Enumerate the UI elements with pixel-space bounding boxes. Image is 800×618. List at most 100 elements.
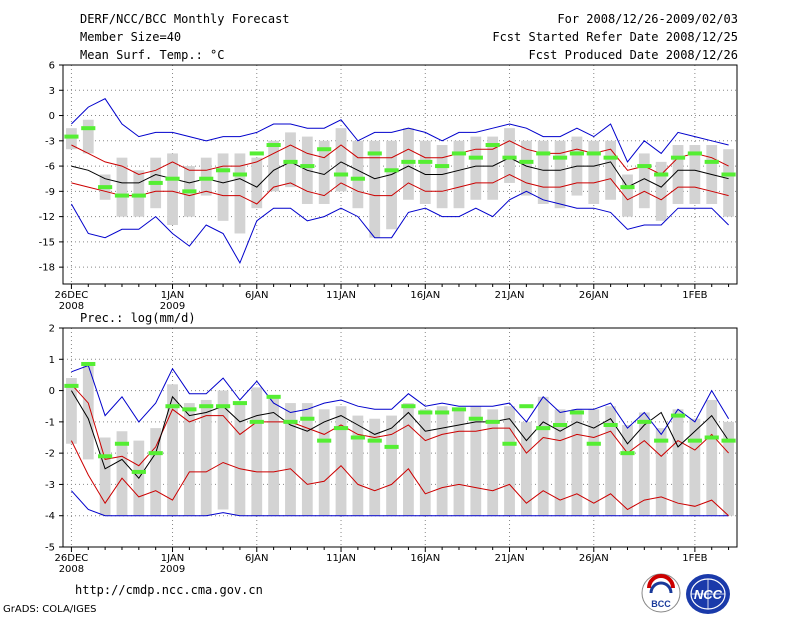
panel2-box-38 — [689, 418, 701, 516]
panel1-box-21 — [403, 128, 414, 200]
panel1-xtick-label-3: 11JAN — [326, 290, 356, 301]
panel1-xtick-label-5: 21JAN — [495, 290, 525, 301]
panel1-box-34 — [622, 174, 633, 217]
source-url[interactable]: http://cmdp.ncc.cma.gov.cn — [75, 583, 263, 597]
ncc-logo-text: NCC — [694, 587, 723, 602]
panel1-box-19 — [369, 140, 381, 238]
panel1-box-16 — [318, 140, 330, 204]
panel1-box-14 — [285, 132, 296, 188]
panel2-median-9 — [199, 404, 214, 409]
panel2-box-16 — [318, 409, 330, 516]
panel2-median-13 — [266, 394, 281, 399]
panel2-box-11 — [234, 403, 246, 516]
panel1-box-36 — [655, 161, 667, 221]
precip-title: Prec.: log(mm/d) — [80, 311, 196, 325]
panel2-box-2 — [82, 362, 94, 460]
panel1-box-22 — [419, 140, 431, 204]
panel1-box-1 — [66, 128, 77, 150]
panel1-median-27 — [502, 155, 517, 160]
panel2-box-35 — [638, 412, 650, 516]
panel1-xtick-sublabel-0: 2008 — [59, 301, 84, 312]
panel1-median-30 — [552, 155, 568, 160]
panel1-lower-line — [71, 173, 729, 205]
panel2-median-16 — [317, 438, 332, 443]
panel1-median-33 — [603, 155, 618, 160]
panel1-median-37 — [670, 155, 686, 160]
panel1-box-33 — [605, 140, 617, 200]
panel2-median-10 — [215, 404, 231, 409]
panel1-median-5 — [131, 193, 146, 198]
panel2-box-39 — [706, 399, 718, 516]
panel2-box-10 — [217, 390, 229, 510]
panel2-median-7 — [165, 404, 180, 409]
panel1-frame — [62, 64, 738, 285]
panel2-median-21 — [401, 404, 416, 409]
panel2-xtick-label-3: 11JAN — [326, 553, 356, 564]
panel1-box-9 — [200, 157, 212, 196]
panel1-box-18 — [352, 140, 364, 209]
panel2-xtick-label-2: 6JAN — [245, 553, 268, 564]
panel1-median-17 — [333, 172, 349, 177]
panel2-xtick-label-4: 16JAN — [410, 553, 440, 564]
panel2-xtick-label-5: 21JAN — [495, 553, 525, 564]
panel1-box-27 — [504, 128, 515, 183]
panel2-box-26 — [487, 409, 499, 516]
panel2-median-3 — [98, 454, 113, 459]
panel2-upper-line — [71, 383, 729, 467]
panel1-median-6 — [148, 180, 163, 185]
panel1-median-2 — [81, 126, 96, 131]
panel1-box-37 — [672, 145, 684, 204]
panel2-median-25 — [468, 416, 483, 421]
panel2-ytick-label-6: -4 — [45, 511, 55, 522]
panel2-box-22 — [419, 409, 431, 516]
panel1-box-5 — [133, 170, 145, 217]
panel2-box-30 — [554, 409, 566, 516]
bcc-logo-text: BCC — [651, 599, 671, 609]
panel1-ytick-label-6: -12 — [39, 212, 55, 223]
panel2-ytick-label-5: -3 — [45, 480, 55, 491]
panel2-ytick-label-1: 1 — [49, 355, 55, 366]
panel2-median-2 — [81, 361, 96, 366]
panel2-lower-line — [70, 440, 729, 517]
panel1-box-25 — [470, 136, 482, 200]
panel2-ytick-label-3: -1 — [45, 417, 55, 428]
panel1-box-20 — [386, 140, 397, 230]
panel2-median-15 — [300, 416, 315, 421]
panel1-median-10 — [215, 168, 231, 173]
panel1-box-24 — [453, 140, 465, 209]
panel2-median-1 — [64, 383, 79, 388]
panel1-median-26 — [485, 143, 500, 148]
panel2-median-28 — [519, 404, 534, 409]
panel1-box-7 — [167, 153, 178, 226]
variable-label: Mean Surf. Temp.: °C — [80, 48, 225, 62]
panel1-mean-line — [71, 157, 729, 188]
panel1-box-17 — [335, 128, 347, 192]
panel2-box-3 — [99, 437, 111, 516]
panel2-median-18 — [350, 435, 365, 440]
panel2-median-30 — [552, 422, 568, 427]
panel1-ytick-label-1: 3 — [49, 86, 55, 97]
panel2-xtick-label-1: 1JAN — [161, 553, 184, 564]
panel1-median-9 — [199, 176, 214, 181]
panel2-box-34 — [622, 424, 633, 516]
panel2-median-8 — [182, 407, 197, 412]
bcc-logo: BCC — [641, 573, 681, 613]
panel1-xtick-sublabel-1: 2009 — [160, 301, 185, 312]
panel2-median-6 — [148, 451, 163, 456]
panel1-median-39 — [704, 159, 719, 164]
panel2-box-6 — [150, 428, 162, 516]
panel2-box-9 — [200, 399, 212, 516]
panel2-box-7 — [167, 384, 178, 516]
panel1-ytick-label-8: -18 — [39, 263, 55, 274]
panel1-median-29 — [536, 151, 551, 156]
panel2-median-32 — [586, 441, 601, 446]
panel1-median-1 — [64, 134, 79, 139]
panel1-box-35 — [638, 153, 650, 209]
panel2-ytick-label-4: -2 — [45, 449, 55, 460]
panel1-xtick-label-6: 26JAN — [579, 290, 609, 301]
panel1-box-13 — [268, 140, 280, 192]
panel2-box-25 — [470, 406, 482, 516]
member-size: Member Size=40 — [80, 30, 182, 44]
panel1-box-26 — [487, 136, 499, 200]
